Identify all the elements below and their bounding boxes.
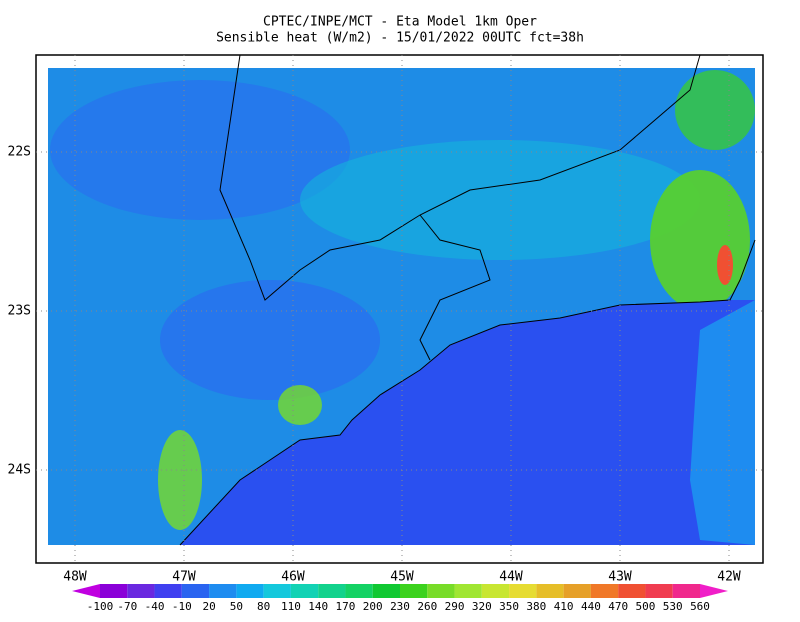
colorbar-segment (345, 584, 373, 598)
map-field (48, 54, 756, 546)
colorbar-label: 500 (636, 600, 656, 613)
title-line: Sensible heat (W/m2) - 15/01/2022 00UTC … (216, 31, 584, 46)
colorbar-label: 530 (663, 600, 683, 613)
colorbar-segment (536, 584, 564, 598)
title-line: CPTEC/INPE/MCT - Eta Model 1km Oper (263, 15, 537, 30)
colorbar-segment (372, 584, 400, 598)
field-patch (278, 385, 322, 425)
colorbar-label: 200 (363, 600, 383, 613)
colorbar-segment (100, 584, 128, 598)
colorbar-segment (427, 584, 455, 598)
colorbar-label: 50 (230, 600, 243, 613)
colorbar-label: 350 (499, 600, 519, 613)
lon-label: 43W (608, 570, 632, 585)
colorbar-label: -10 (172, 600, 192, 613)
lon-label: 45W (390, 570, 414, 585)
colorbar-label: 80 (257, 600, 270, 613)
colorbar-label: 260 (417, 600, 437, 613)
colorbar-label: 110 (281, 600, 301, 613)
colorbar-segment (263, 584, 291, 598)
offshore (690, 300, 755, 545)
colorbar-label: 170 (336, 600, 356, 613)
colorbar-label: 440 (581, 600, 601, 613)
colorbar-segment (672, 584, 700, 598)
colorbar-segment (618, 584, 646, 598)
colorbar-segment (290, 584, 319, 598)
colorbar-segment (563, 584, 591, 598)
map-frame (35, 54, 764, 564)
colorbar-segment (481, 584, 510, 598)
field-patch (675, 70, 755, 150)
lon-label: 42W (717, 570, 741, 585)
colorbar-label: 470 (608, 600, 628, 613)
colorbar-segment (590, 584, 619, 598)
colorbar-label: 20 (202, 600, 215, 613)
colorbar-segment (236, 584, 264, 598)
lat-label: 22S (8, 145, 31, 160)
colorbar-label: -40 (145, 600, 165, 613)
colorbar-segment (700, 584, 728, 598)
lat-label: 23S (8, 304, 31, 319)
colorbar-label: 380 (526, 600, 546, 613)
colorbar-segment (645, 584, 673, 598)
field-patch (50, 80, 350, 220)
lat-label: 24S (8, 463, 31, 478)
lon-label: 46W (281, 570, 305, 585)
colorbar-label: -100 (87, 600, 114, 613)
colorbar-segment (318, 584, 346, 598)
colorbar-label: 560 (690, 600, 710, 613)
lon-label: 44W (499, 570, 523, 585)
colorbar-label: 290 (445, 600, 465, 613)
colorbar-label: 230 (390, 600, 410, 613)
colorbar-label: 320 (472, 600, 492, 613)
colorbar-segment (400, 584, 428, 598)
colorbar-segment (154, 584, 182, 598)
field-patch (160, 280, 380, 400)
colorbar-segment (209, 584, 237, 598)
field-patch (717, 245, 733, 285)
colorbar-segment (509, 584, 537, 598)
colorbar-segment (72, 584, 100, 598)
colorbar-label: -70 (117, 600, 137, 613)
field-patch (158, 430, 202, 530)
lon-label: 47W (172, 570, 196, 585)
colorbar-segment (181, 584, 210, 598)
field-patch (300, 140, 700, 260)
colorbar-label: 410 (554, 600, 574, 613)
lon-label: 48W (63, 570, 87, 585)
colorbar-segment (454, 584, 482, 598)
colorbar-label: 140 (308, 600, 328, 613)
ocean (180, 300, 755, 545)
colorbar-segment (127, 584, 155, 598)
